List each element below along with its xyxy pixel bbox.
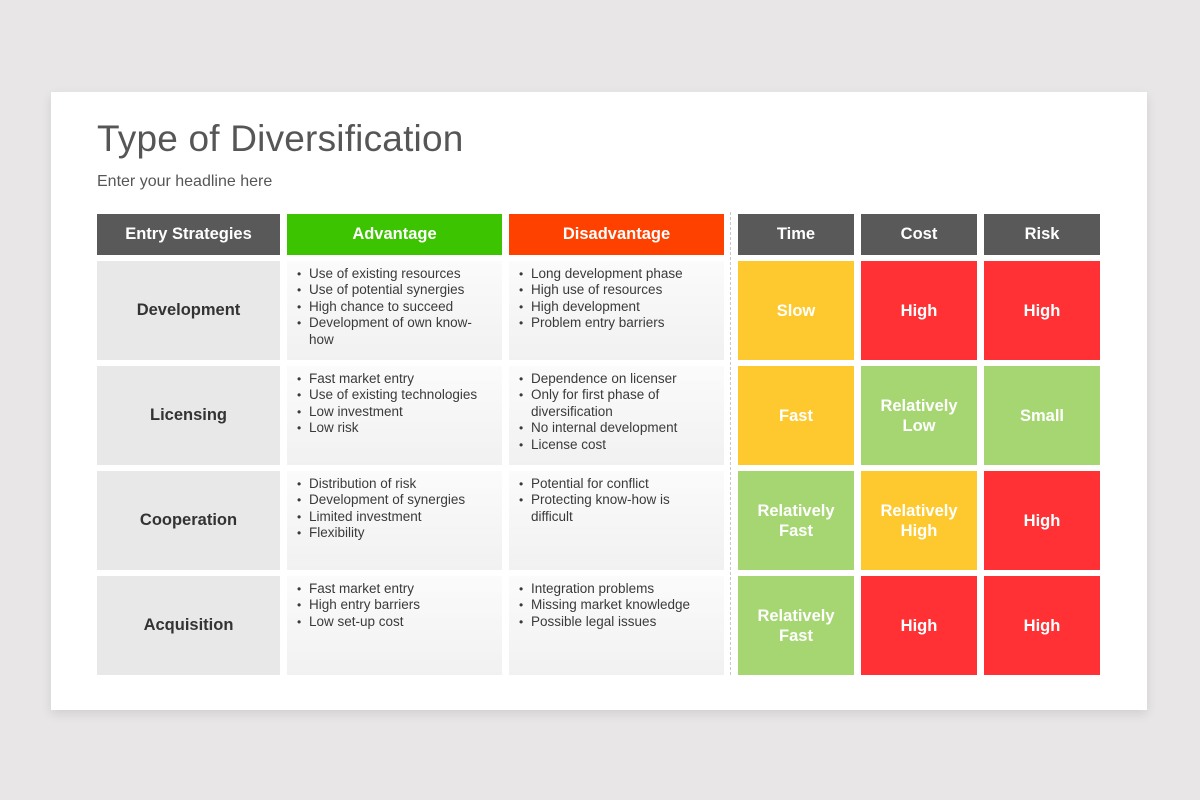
slide-card: Type of Diversification Enter your headl… [51,92,1147,710]
advantages-acquisition: Fast market entry High entry barriers Lo… [287,576,502,675]
list-item: Use of potential synergies [295,282,492,299]
list-item: Fast market entry [295,371,492,388]
slide-subtitle: Enter your headline here [97,173,273,190]
list-item: Integration problems [517,581,714,598]
column-divider [730,212,731,675]
list-item: High use of resources [517,282,714,299]
list-item: High chance to succeed [295,299,492,316]
header-time: Time [738,214,854,255]
time-rating-licensing: Fast [738,366,854,465]
list-item: Missing market knowledge [517,597,714,614]
list-item: License cost [517,437,714,454]
list-item: Low investment [295,404,492,421]
cost-rating-licensing: Relatively Low [861,366,977,465]
row-label-licensing: Licensing [97,366,280,465]
list-item: High development [517,299,714,316]
header-cost: Cost [861,214,977,255]
row-label-cooperation: Cooperation [97,471,280,570]
header-risk: Risk [984,214,1100,255]
list-item: Low risk [295,420,492,437]
time-rating-cooperation: Relatively Fast [738,471,854,570]
risk-rating-development: High [984,261,1100,360]
header-entry-strategies: Entry Strategies [97,214,280,255]
list-item: Problem entry barriers [517,315,714,332]
list-item: Development of synergies [295,492,492,509]
list-item: Long development phase [517,266,714,283]
header-advantage: Advantage [287,214,502,255]
list-item: Development of own know-how [295,315,492,348]
list-item: Only for first phase of diversification [517,387,714,420]
list-item: Use of existing technologies [295,387,492,404]
header-disadvantage: Disadvantage [509,214,724,255]
list-item: Potential for conflict [517,476,714,493]
disadvantages-licensing: Dependence on licenser Only for first ph… [509,366,724,465]
list-item: Distribution of risk [295,476,492,493]
list-item: Low set-up cost [295,614,492,631]
list-item: No internal development [517,420,714,437]
list-item: Possible legal issues [517,614,714,631]
cost-rating-acquisition: High [861,576,977,675]
advantages-development: Use of existing resources Use of potenti… [287,261,502,360]
slide-title: Type of Diversification [97,118,464,159]
list-item: Use of existing resources [295,266,492,283]
list-item: Protecting know-how is difficult [517,492,714,525]
cost-rating-development: High [861,261,977,360]
risk-rating-acquisition: High [984,576,1100,675]
cost-rating-cooperation: Relatively High [861,471,977,570]
list-item: Limited investment [295,509,492,526]
list-item: Fast market entry [295,581,492,598]
time-rating-acquisition: Relatively Fast [738,576,854,675]
disadvantages-acquisition: Integration problems Missing market know… [509,576,724,675]
disadvantages-development: Long development phase High use of resou… [509,261,724,360]
advantages-licensing: Fast market entry Use of existing techno… [287,366,502,465]
list-item: Flexibility [295,525,492,542]
list-item: Dependence on licenser [517,371,714,388]
disadvantages-cooperation: Potential for conflict Protecting know-h… [509,471,724,570]
row-label-development: Development [97,261,280,360]
row-label-acquisition: Acquisition [97,576,280,675]
list-item: High entry barriers [295,597,492,614]
time-rating-development: Slow [738,261,854,360]
risk-rating-cooperation: High [984,471,1100,570]
risk-rating-licensing: Small [984,366,1100,465]
advantages-cooperation: Distribution of risk Development of syne… [287,471,502,570]
